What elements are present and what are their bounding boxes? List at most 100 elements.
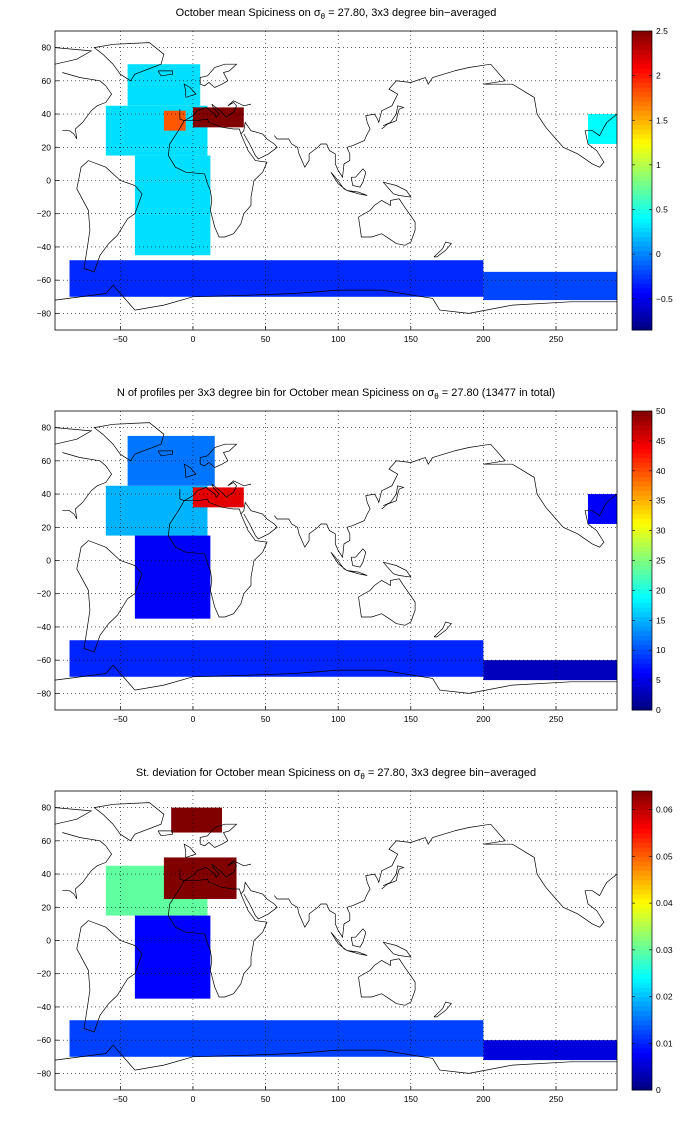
colorbar-segment	[632, 255, 652, 261]
colorbar-tick-label: 0.03	[656, 945, 673, 955]
colorbar-segment	[632, 644, 652, 650]
colorbar-segment	[632, 467, 652, 473]
colorbar-segment	[632, 667, 652, 674]
colorbar-segment	[632, 250, 652, 256]
coastline	[358, 578, 416, 626]
x-tick-label: 0	[191, 714, 196, 724]
colorbar-segment	[632, 588, 652, 594]
colorbar-segment	[632, 1080, 652, 1086]
colorbar-segment	[632, 175, 652, 181]
colorbar-tick-label: 0	[656, 1085, 661, 1095]
data-bin-region	[134, 915, 211, 999]
data-bin-region	[483, 1040, 617, 1061]
x-tick-label: 0	[191, 334, 196, 344]
colorbar-segment	[632, 1085, 652, 1091]
coastline	[179, 100, 252, 122]
colorbar-segment	[632, 945, 652, 951]
colorbar-segment	[632, 963, 652, 970]
coastline	[381, 105, 405, 130]
colorbar-segment	[632, 185, 652, 191]
colorbar-segment	[632, 448, 652, 454]
coastline	[62, 510, 75, 515]
colorbar-segment	[632, 227, 652, 233]
colorbar-segment	[632, 222, 652, 228]
coastline	[240, 881, 278, 920]
colorbar-segment	[632, 1029, 652, 1035]
colorbar-segment	[632, 795, 652, 801]
coastline	[62, 832, 113, 900]
colorbar-segment	[632, 297, 652, 303]
colorbar-segment	[632, 453, 652, 459]
coastline	[433, 241, 453, 258]
colorbar-segment	[632, 31, 652, 37]
colorbar-segment	[632, 471, 652, 477]
y-tick-label: 60	[42, 456, 52, 466]
colorbar-tick-label: 1.5	[656, 115, 668, 125]
colorbar-segment	[632, 35, 652, 41]
colorbar-segment	[632, 199, 652, 205]
coastline	[330, 931, 348, 951]
colorbar-segment	[632, 565, 652, 571]
colorbar-segment	[632, 800, 652, 806]
colorbar-segment	[632, 147, 652, 153]
coastline	[62, 452, 113, 520]
x-tick-label: 250	[549, 1094, 563, 1104]
colorbar-segment	[632, 809, 652, 815]
colorbar-segment	[632, 879, 652, 885]
colorbar-segment	[632, 91, 652, 97]
colorbar-segment	[632, 935, 652, 941]
coastline	[54, 807, 93, 825]
coastline	[157, 830, 173, 837]
coastline	[346, 190, 368, 196]
colorbar-segment	[632, 1001, 652, 1007]
colorbar-segment	[632, 273, 652, 280]
colorbar-segment	[632, 903, 652, 909]
colorbar-segment	[632, 579, 652, 585]
coastline	[54, 427, 93, 445]
colorbar-segment	[632, 1061, 652, 1068]
coastline	[274, 830, 455, 939]
colorbar-segment	[632, 87, 652, 93]
data-bin-region	[134, 155, 211, 256]
colorbar-segment	[632, 189, 652, 196]
colorbar-segment	[632, 457, 652, 463]
colorbar-segment	[632, 982, 652, 988]
colorbar-segment	[632, 1057, 652, 1063]
colorbar-segment	[632, 311, 652, 317]
colorbar-segment	[632, 977, 652, 984]
coastline	[240, 501, 278, 540]
colorbar-segment	[632, 611, 652, 618]
y-tick-label: 80	[42, 43, 52, 53]
colorbar-segment	[632, 791, 652, 797]
heatmap-map: −50 0 50 100 150 200 250 −80 −60 −40 −20 0 20 40 60 80 0…	[37, 790, 673, 1104]
colorbar-segment	[632, 77, 652, 83]
colorbar-segment	[632, 875, 652, 881]
colorbar-segment	[632, 537, 652, 543]
colorbar-tick-label: 0.06	[656, 805, 673, 815]
colorbar-segment	[632, 462, 652, 468]
colorbar-segment	[632, 306, 652, 312]
data-bin-region	[483, 271, 617, 301]
colorbar-segment	[632, 959, 652, 965]
x-tick-label: 50	[261, 1094, 271, 1104]
panel-title: October mean Spiciness on σθ = 27.80, 3x…	[175, 7, 497, 22]
colorbar-segment	[632, 847, 652, 853]
colorbar-segment	[632, 1038, 652, 1044]
colorbar-segment	[632, 434, 652, 440]
colorbar-segment	[632, 865, 652, 871]
colorbar-segment	[632, 686, 652, 692]
x-tick-label: 50	[261, 334, 271, 344]
colorbar-segment	[632, 653, 652, 660]
colorbar-segment	[632, 513, 652, 519]
coastline	[93, 422, 165, 462]
colorbar-segment	[632, 870, 652, 876]
heatmap-map: −50 0 50 100 150 200 250−80−60−40−20020406080−…	[37, 26, 673, 344]
x-tick-label: 200	[476, 1094, 490, 1104]
colorbar-segment	[632, 166, 652, 172]
colorbar-segment	[632, 96, 652, 102]
panel-profile-counts: N of profiles per 3x3 degree bin for Oct…	[0, 380, 696, 760]
colorbar-segment	[632, 639, 652, 646]
colorbar-segment	[632, 1010, 652, 1016]
colorbar-segment	[632, 231, 652, 238]
y-tick-label: −60	[37, 1035, 52, 1045]
